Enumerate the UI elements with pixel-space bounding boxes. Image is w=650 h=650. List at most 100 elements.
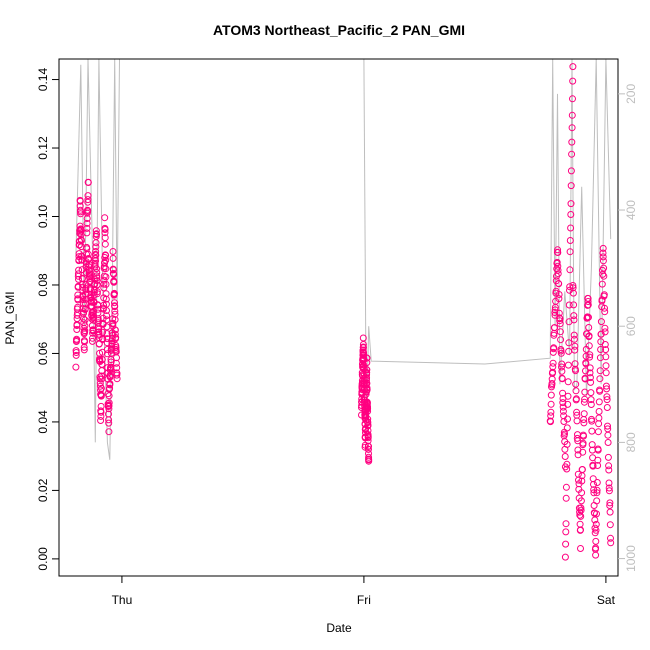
data-point (577, 504, 585, 512)
data-point (89, 334, 96, 342)
y-tick-label: 0.12 (36, 136, 50, 160)
y2-tick-label: 800 (624, 432, 638, 452)
data-point (584, 298, 592, 305)
data-point (569, 289, 577, 297)
x-tick-label: Sat (597, 593, 616, 607)
data-point (594, 446, 602, 454)
data-point (554, 270, 562, 278)
data-point (556, 328, 564, 336)
data-point (595, 398, 603, 406)
data-point (570, 316, 578, 324)
x-axis-label: Date (326, 621, 352, 635)
data-point (578, 477, 586, 485)
x-tick-label: Fri (357, 593, 371, 607)
data-point (602, 382, 610, 390)
data-point (567, 200, 575, 208)
data-point (570, 335, 578, 343)
data-point (364, 445, 372, 453)
data-point (106, 380, 114, 388)
data-point (547, 412, 555, 420)
data-point (105, 399, 113, 407)
y2-tick-label: 400 (624, 200, 638, 220)
data-point (84, 198, 92, 206)
data-point (600, 291, 608, 299)
data-point (101, 234, 109, 242)
data-point (586, 353, 594, 361)
data-point (592, 551, 600, 559)
data-point (564, 400, 572, 408)
y-tick-label: 0.06 (36, 341, 50, 365)
data-point (599, 253, 607, 261)
x-tick-label: Thu (112, 593, 133, 607)
data-point (363, 359, 371, 367)
data-point (549, 368, 557, 376)
data-point (102, 273, 110, 281)
data-point (93, 269, 101, 276)
data-point (364, 419, 372, 427)
data-point (581, 375, 589, 383)
data-point (84, 250, 92, 258)
data-point (103, 346, 111, 353)
data-point (603, 396, 611, 404)
data-point (91, 254, 99, 262)
data-point (555, 280, 563, 288)
data-point (605, 487, 613, 495)
data-point (109, 248, 117, 255)
data-point (588, 417, 596, 425)
data-point (103, 307, 110, 314)
data-point (78, 252, 86, 260)
data-point (592, 520, 600, 528)
data-point (602, 353, 610, 361)
data-point (103, 312, 111, 320)
data-point (595, 414, 603, 422)
data-point (578, 489, 586, 497)
data-point (547, 391, 555, 399)
data-point (604, 453, 612, 461)
data-point (561, 553, 569, 561)
data-point (600, 272, 608, 280)
secondary-y-axis: 200 400 600 800 1000 (618, 84, 638, 572)
data-point (92, 251, 100, 259)
data-point (607, 534, 614, 542)
data-point (606, 508, 614, 516)
data-point (569, 282, 577, 289)
data-point (562, 520, 570, 528)
data-point (98, 356, 106, 363)
y-axis-label: PAN_GMI (3, 291, 17, 344)
data-point (558, 367, 566, 375)
data-point (603, 385, 611, 393)
data-point (84, 196, 92, 204)
data-point (569, 95, 576, 103)
data-point (108, 339, 116, 347)
data-point (590, 480, 597, 488)
data-point (85, 255, 93, 263)
data-point (572, 380, 580, 388)
data-point (84, 192, 92, 200)
data-point (592, 537, 600, 545)
data-point (593, 510, 600, 518)
data-point (75, 275, 82, 283)
data-point (109, 266, 117, 274)
data-point (587, 389, 595, 397)
data-point (548, 380, 556, 387)
data-point (113, 375, 121, 383)
data-point (577, 545, 584, 552)
data-point (602, 362, 610, 370)
data-point (100, 276, 108, 284)
data-point (562, 528, 570, 536)
data-point (102, 280, 110, 288)
data-point (593, 479, 601, 486)
data-point (593, 486, 601, 494)
data-point (81, 305, 89, 313)
data-point (557, 347, 565, 355)
data-point (93, 288, 101, 296)
data-point (557, 349, 565, 357)
data-point (111, 310, 119, 318)
data-point (561, 430, 568, 438)
data-point (567, 224, 575, 232)
data-point (557, 336, 565, 344)
data-point (81, 327, 89, 335)
data-point (88, 337, 96, 345)
data-point (113, 354, 120, 362)
data-point (588, 427, 596, 435)
